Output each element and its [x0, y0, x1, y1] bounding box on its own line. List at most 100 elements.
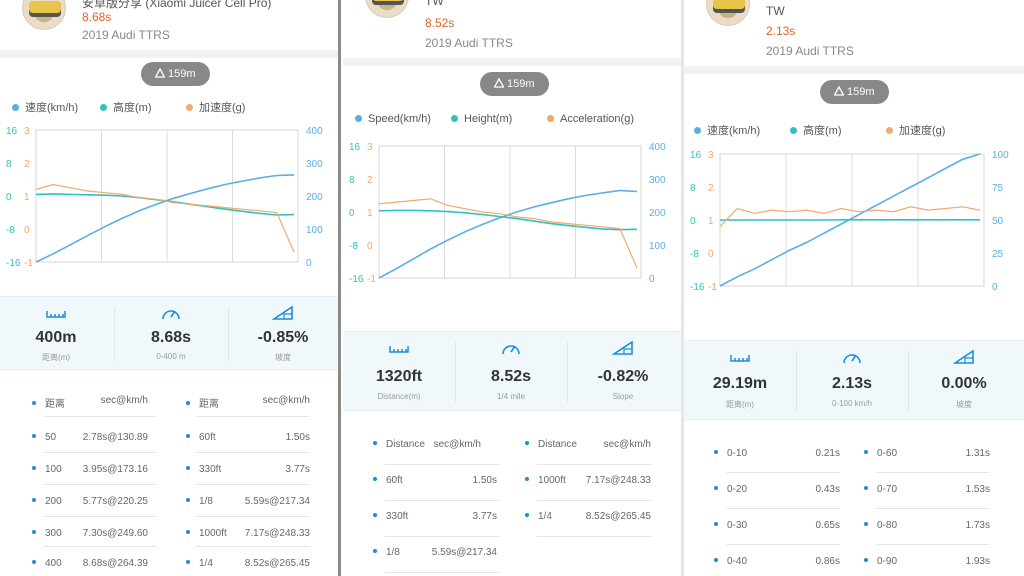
table-cell: 0-80 [864, 520, 897, 531]
table-header-cell: Distance [373, 439, 425, 450]
row-divider [196, 416, 310, 417]
table-cell: 7.30s@249.60 [82, 528, 148, 539]
accel-axis-tick: 2 [708, 183, 714, 194]
row-divider [196, 516, 310, 517]
stat-distance: 400m 距离(m) [0, 297, 112, 369]
table-header-cell: sec@km/h [603, 439, 651, 450]
stat-slope: -0.85% 坡度 [228, 297, 338, 369]
car-model: 2019 Audi TTRS [766, 44, 854, 58]
legend-height-label: 高度(m) [113, 102, 152, 114]
result-panel-3: TW 2.13s 2019 Audi TTRS 159m 速度(km/h) 高度… [684, 0, 1024, 576]
row-divider [44, 416, 156, 417]
stat-time: 2.13s 0-100 km/h [796, 341, 908, 419]
legend-accel: 加速度(g) [186, 99, 245, 115]
height-axis-tick: -8 [6, 225, 15, 236]
row-divider [726, 508, 840, 509]
table-cell: 1/4 [525, 511, 552, 522]
table-cell: 1/8 [373, 547, 400, 558]
user-name: 安卓版分享 (Xiaomi Juicer Cell Pro) [82, 0, 272, 10]
stat-slope-label: 坡度 [275, 353, 291, 362]
stat-distance: 29.19m 距离(m) [684, 341, 796, 419]
altitude-badge[interactable]: 159m [820, 80, 889, 104]
accel-series-line [719, 206, 981, 228]
table-cell: 1000ft [186, 528, 227, 539]
row-divider [385, 536, 499, 537]
speed-axis-tick: 400 [306, 126, 323, 137]
height-axis-tick: 8 [349, 175, 355, 186]
table-row: 60ft 1.50s 1000ft 7.17s@248.33 [343, 472, 681, 500]
altitude-value: 159m [847, 86, 875, 98]
table-cell: 50 [32, 432, 56, 443]
stat-slope: -0.82% Slope [567, 332, 679, 410]
accel-axis-tick: 0 [708, 249, 714, 260]
table-cell: 60ft [186, 432, 216, 443]
table-header-cell: sec@km/h [433, 439, 481, 450]
legend-speed: Speed(km/h) [355, 113, 431, 125]
row-divider [385, 464, 499, 465]
table-cell: 0-20 [714, 484, 747, 495]
row-divider [876, 544, 990, 545]
row-divider [537, 500, 651, 501]
height-axis-tick: 0 [690, 216, 696, 227]
height-series-line [35, 193, 295, 216]
legend-speed-label: Speed(km/h) [368, 113, 431, 125]
table-row: 0-30 0.65s 0-80 1.73s [684, 510, 1024, 538]
stat-time: 8.52s 1/4 mile [455, 332, 567, 410]
stat-time-value: 8.52s [490, 368, 532, 385]
table-cell: 3.77s [285, 464, 310, 475]
table-cell: 8.68s@264.39 [82, 558, 148, 569]
speed-series-line [378, 189, 638, 279]
avatar[interactable] [22, 0, 66, 30]
legend-height: Height(m) [451, 113, 512, 125]
table-cell: 1.31s [965, 448, 990, 459]
stat-slope-label: Slope [612, 392, 634, 401]
altitude-badge[interactable]: 159m [141, 62, 210, 86]
speed-axis-tick: 75 [992, 183, 1004, 194]
car-model: 2019 Audi TTRS [82, 28, 170, 42]
speed-axis-tick: 0 [306, 258, 312, 269]
accel-series-line [35, 183, 295, 253]
stat-divider [455, 342, 456, 402]
row-divider [726, 472, 840, 473]
stat-distance-label: 距离(m) [42, 353, 70, 362]
chart-legend: Speed(km/h) Height(m) Acceleration(g) [343, 113, 681, 129]
stat-distance-value: 400m [35, 329, 77, 346]
accel-axis-tick: 0 [24, 225, 30, 236]
avatar[interactable] [365, 0, 409, 18]
speed-axis-tick: 300 [306, 159, 323, 170]
legend-speed-label: 速度(km/h) [707, 125, 761, 137]
table-row: 100 3.95s@173.16 330ft 3.77s [0, 456, 338, 484]
altitude-value: 159m [507, 78, 535, 90]
mountain-icon [834, 86, 844, 96]
accel-axis-tick: -1 [367, 274, 376, 285]
speed-axis-tick: 100 [306, 225, 323, 236]
slope-icon [953, 349, 974, 364]
chart-legend: 速度(km/h) 高度(m) 加速度(g) [0, 99, 338, 115]
header-divider [343, 58, 681, 66]
height-axis-tick: -8 [690, 249, 699, 260]
table-row: 330ft 3.77s 1/4 8.52s@265.45 [343, 508, 681, 536]
table-cell: 8.52s@265.45 [585, 511, 651, 522]
speed-axis-tick: 400 [649, 142, 666, 153]
accel-dot-icon [547, 115, 554, 122]
accel-axis-tick: 1 [367, 208, 373, 219]
row-divider [196, 546, 310, 547]
table-cell: 0-40 [714, 556, 747, 567]
table-cell: 0-60 [864, 448, 897, 459]
legend-height-label: 高度(m) [803, 125, 842, 137]
table-header-cell: 距离 [32, 395, 65, 410]
avatar[interactable] [706, 0, 750, 26]
result-header: TW 2.13s 2019 Audi TTRS [684, 0, 1024, 60]
accel-axis-tick: -1 [708, 282, 717, 293]
table-header-row: Distance sec@km/h Distance sec@km/h [343, 430, 681, 458]
table-cell: 0-90 [864, 556, 897, 567]
altitude-badge[interactable]: 159m [480, 72, 549, 96]
table-cell: 1.50s [285, 432, 310, 443]
height-axis-tick: -16 [690, 282, 705, 293]
result-panel-1: 安卓版分享 (Xiaomi Juicer Cell Pro) 8.68s 201… [0, 0, 338, 576]
stat-slope-label: 坡度 [956, 400, 972, 409]
height-axis-tick: 8 [6, 159, 12, 170]
stat-divider [567, 342, 568, 402]
table-cell: 1/8 [186, 496, 213, 507]
slope-icon [272, 305, 293, 320]
